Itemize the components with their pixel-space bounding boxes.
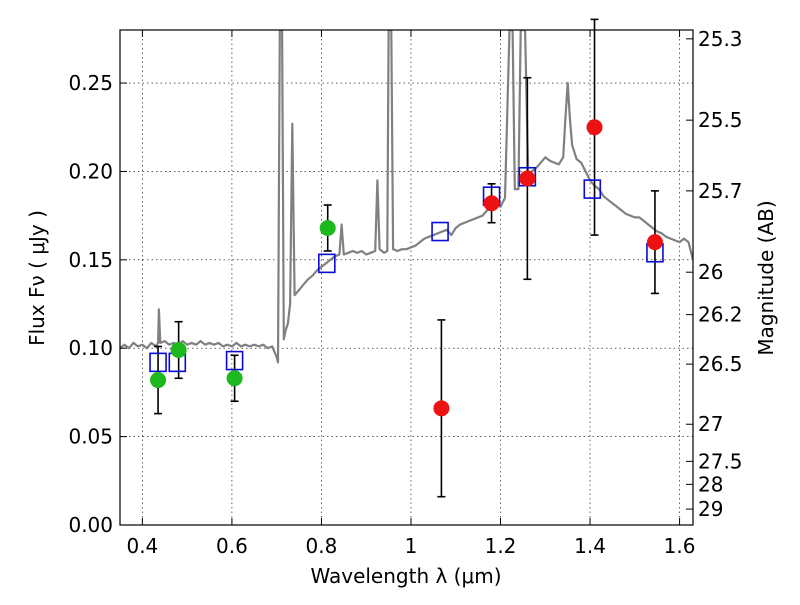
y2-axis-label: Magnitude (AB) [754, 200, 778, 355]
model-box [149, 352, 167, 373]
x-axis-ticks: 0.4 0.6 0.8 1 1.2 1.4 1.6 [126, 30, 695, 558]
x-tick-label: 0.8 [306, 534, 338, 558]
x-tick-label: 1 [405, 534, 418, 558]
y-tick-label: 0.05 [68, 425, 113, 449]
x-tick-label: 1.4 [574, 534, 606, 558]
model-boxes [149, 166, 664, 373]
data-points [150, 119, 663, 417]
y2-tick-label: 27.5 [698, 449, 743, 473]
data-point [483, 195, 500, 212]
data-point [646, 234, 663, 251]
x-tick-label: 1.2 [485, 534, 517, 558]
model-box [583, 179, 602, 199]
plot-frame [119, 29, 694, 526]
y2-tick-label: 27 [698, 412, 723, 436]
x-tick-label: 0.4 [126, 534, 158, 558]
model-box [431, 221, 449, 242]
grid [120, 30, 693, 526]
y-tick-label: 0.20 [68, 159, 113, 183]
x-tick-label: 1.6 [664, 534, 696, 558]
model-box [318, 253, 336, 274]
x-tick-label: 0.6 [216, 534, 248, 558]
y2-tick-label: 28 [698, 472, 723, 496]
y2-tick-label: 26.2 [698, 303, 743, 327]
y-tick-label: 0.15 [68, 248, 113, 272]
y2-tick-label: 25.3 [698, 27, 743, 51]
data-point [519, 170, 536, 187]
template-spectrum [120, 30, 693, 364]
y2-tick-label: 26 [698, 260, 723, 284]
data-point [170, 341, 187, 358]
y2-tick-label: 29 [698, 497, 723, 521]
model-box [225, 350, 244, 371]
y-tick-label: 0.25 [68, 71, 113, 95]
data-point [433, 400, 450, 417]
template-line [120, 30, 693, 364]
data-point [586, 119, 603, 136]
y2-tick-label: 25.5 [698, 108, 743, 132]
error-bars [154, 18, 659, 498]
y-tick-label: 0.00 [68, 513, 113, 537]
y-tick-label: 0.10 [68, 336, 113, 360]
y-axis-label: Flux Fν ( μJy ) [25, 210, 49, 346]
data-point [150, 372, 167, 389]
y2-tick-label: 25.7 [698, 179, 743, 203]
y-axis-ticks: 0.00 0.05 0.10 0.15 0.20 0.25 [68, 71, 127, 537]
data-point [226, 370, 243, 387]
data-point [319, 220, 336, 236]
x-axis-label: Wavelength λ (μm) [310, 564, 501, 588]
y2-tick-label: 26.5 [698, 352, 743, 376]
